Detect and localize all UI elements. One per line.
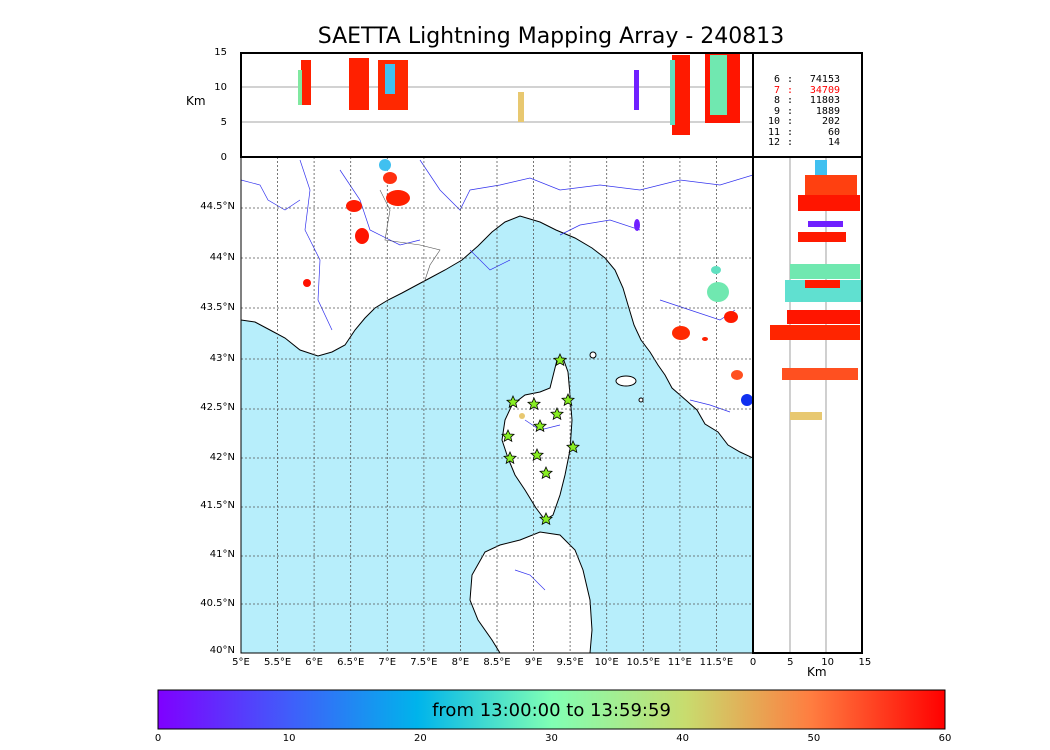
station-count-row: 10: 202 bbox=[756, 116, 856, 128]
side-tick-label: 5 bbox=[787, 657, 794, 668]
station-sep: : bbox=[786, 137, 794, 148]
lightning-sources-plan bbox=[303, 159, 753, 419]
station-count-row: 7: 34709 bbox=[756, 84, 856, 97]
side-tick-label: 15 bbox=[858, 657, 872, 668]
lon-tick-label: 11.5°E bbox=[699, 657, 734, 668]
side-axis-label: Km bbox=[807, 665, 827, 679]
lat-tick-label: 44°N bbox=[209, 252, 235, 263]
station-n: 9 bbox=[773, 105, 780, 117]
alt-tick-label: 10 bbox=[214, 82, 227, 93]
lon-tick-label: 8°E bbox=[451, 657, 470, 668]
station-count: 1889 bbox=[815, 105, 840, 117]
colorbar-tick-label: 40 bbox=[676, 733, 690, 744]
side-tick-label: 10 bbox=[821, 657, 834, 668]
lon-tick-label: 7°E bbox=[378, 657, 397, 668]
capraia-island bbox=[589, 351, 597, 359]
station-count-row: 12: 14 bbox=[756, 137, 856, 149]
station-count-row: 9: 1889 bbox=[756, 105, 856, 118]
station-sep: : bbox=[786, 116, 794, 127]
station-n: 7 bbox=[773, 84, 780, 96]
elba-island bbox=[615, 375, 637, 387]
station-sep: : bbox=[786, 126, 794, 138]
lon-tick-label: 5°E bbox=[232, 657, 250, 668]
colorbar-label: from 13:00:00 to 13:59:59 bbox=[432, 700, 671, 721]
station-count-row: 8: 11803 bbox=[756, 95, 856, 107]
lon-tick-label: 10.5°E bbox=[626, 657, 661, 668]
lat-tick-label: 40°N bbox=[209, 645, 235, 656]
station-count: 202 bbox=[821, 116, 840, 127]
colorbar-tick-label: 0 bbox=[154, 733, 162, 744]
altitude-lat-panel bbox=[753, 157, 862, 653]
station-sep: : bbox=[786, 95, 794, 106]
lat-tick-label: 42.5°N bbox=[200, 402, 235, 413]
main-map bbox=[241, 157, 753, 653]
station-count: 11803 bbox=[809, 95, 840, 106]
lon-tick-label: 6°E bbox=[305, 657, 323, 668]
mainland-land bbox=[241, 157, 753, 459]
station-count-row: 6: 74153 bbox=[756, 74, 856, 86]
station-count-table: 6:74153 7:34709 8:11803 9:1889 10:202 11:60 12… bbox=[756, 74, 856, 149]
station-count-row: 11: 60 bbox=[756, 126, 856, 139]
station-count: 34709 bbox=[809, 84, 840, 96]
side-frame bbox=[752, 156, 863, 654]
lat-tick-label: 40.5°N bbox=[200, 598, 235, 609]
lat-tick-label: 43.5°N bbox=[200, 302, 235, 313]
lma-stations bbox=[501, 353, 580, 526]
lon-tick-label: 5.5°E bbox=[263, 657, 292, 668]
colorbar-tick-label: 50 bbox=[807, 733, 821, 744]
lon-tick-label: 9.5°E bbox=[556, 657, 584, 668]
alt-tick-label: 15 bbox=[214, 47, 227, 58]
station-count: 60 bbox=[827, 126, 840, 138]
lat-tick-label: 43°N bbox=[209, 353, 235, 364]
lon-tick-label: 7.5°E bbox=[410, 657, 438, 668]
sardinia-land bbox=[469, 531, 593, 653]
lat-tick-label: 41°N bbox=[209, 549, 235, 560]
station-n: 6 bbox=[773, 74, 780, 85]
map-title: SAETTA Lightning Mapping Array - 240813 bbox=[317, 24, 785, 49]
colorbar-tick-label: 60 bbox=[938, 733, 952, 744]
borders bbox=[379, 189, 441, 281]
station-count: 14 bbox=[827, 137, 840, 148]
alt-tick-label: 0 bbox=[220, 152, 227, 163]
colorbar-tick-label: 20 bbox=[413, 733, 427, 744]
alt-tick-label: 5 bbox=[220, 117, 227, 128]
station-sep: : bbox=[786, 105, 794, 117]
lon-tick-label: 8.5°E bbox=[483, 657, 511, 668]
lon-tick-label: 6.5°E bbox=[337, 657, 365, 668]
station-n: 11 bbox=[767, 126, 780, 138]
lon-tick-label: 9°E bbox=[524, 657, 543, 668]
lat-tick-label: 41.5°N bbox=[200, 500, 235, 511]
lon-tick-label: 10°E bbox=[594, 657, 619, 668]
station-sep: : bbox=[786, 84, 794, 96]
lat-tick-label: 44.5°N bbox=[200, 201, 235, 212]
station-n: 12 bbox=[767, 137, 780, 148]
alt-axis-label: Km bbox=[186, 94, 206, 108]
pianosa-island bbox=[638, 397, 644, 403]
colorbar-tick-label: 10 bbox=[282, 733, 296, 744]
station-sep: : bbox=[786, 74, 794, 85]
side-tick-label: 0 bbox=[749, 657, 757, 668]
station-n: 10 bbox=[767, 116, 780, 127]
colorbar-tick-label: 30 bbox=[545, 733, 558, 744]
lon-tick-label: 11°E bbox=[667, 657, 692, 668]
station-count: 74153 bbox=[809, 74, 840, 85]
station-n: 8 bbox=[773, 95, 780, 106]
altitude-lon-panel bbox=[241, 53, 753, 157]
lat-tick-label: 42°N bbox=[209, 452, 235, 463]
map-grid bbox=[241, 157, 753, 653]
